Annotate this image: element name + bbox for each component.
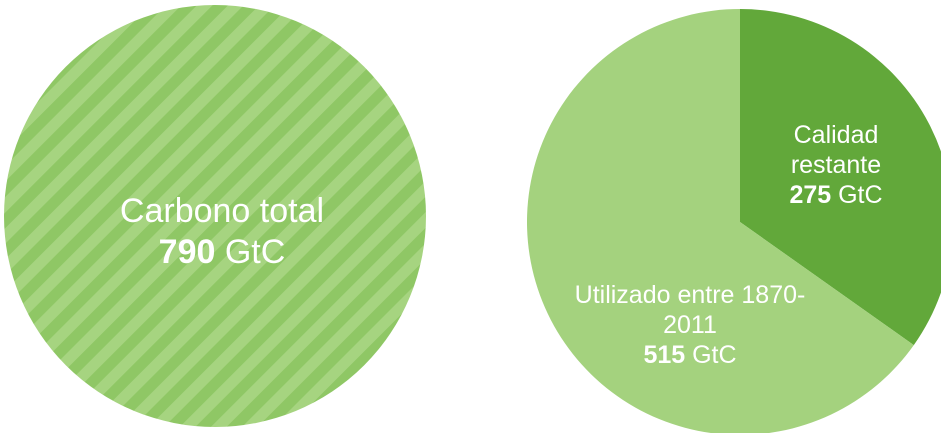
category-label: Calidad restante (790, 121, 882, 179)
pie-slice (740, 9, 941, 346)
value-line: 515 GtC (560, 340, 820, 370)
slice-label: Utilizado entre 1870-2011 515 GtC (560, 280, 820, 370)
unit-label: GtC (838, 181, 883, 209)
slice-label: Carbono total 790 GtC (72, 191, 372, 273)
slice-label: Calidad restante 275 GtC (761, 120, 911, 210)
value-line: 275 GtC (761, 180, 911, 210)
pie-slice (4, 5, 426, 427)
category-label: Utilizado entre 1870-2011 (574, 281, 806, 339)
value-line: 790 GtC (72, 232, 372, 273)
category-label: Carbono total (119, 192, 325, 231)
pie-slice (527, 9, 914, 433)
value-label: 790 (158, 233, 216, 271)
unit-label: GtC (224, 233, 286, 271)
unit-label: GtC (692, 341, 737, 369)
value-label: 275 (789, 181, 832, 209)
value-label: 515 (643, 341, 686, 369)
